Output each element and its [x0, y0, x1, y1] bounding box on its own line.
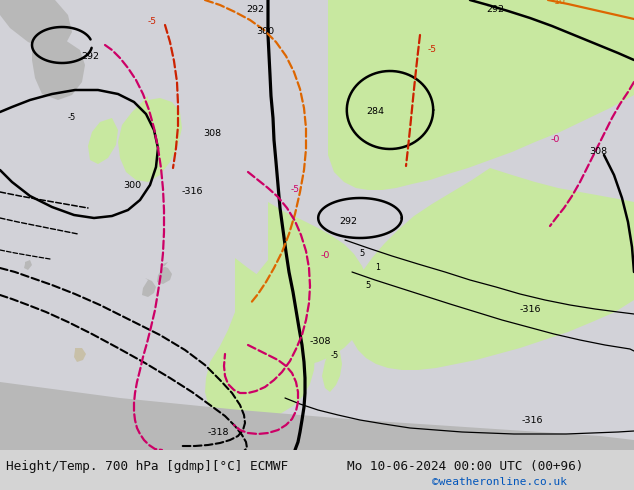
Polygon shape	[157, 262, 172, 284]
Text: 292: 292	[339, 218, 357, 226]
Polygon shape	[24, 260, 32, 270]
Polygon shape	[0, 0, 634, 450]
Text: Height/Temp. 700 hPa [gdmp][°C] ECMWF: Height/Temp. 700 hPa [gdmp][°C] ECMWF	[6, 460, 288, 472]
Text: -318: -318	[207, 427, 229, 437]
Text: 300: 300	[256, 27, 274, 36]
Text: -5: -5	[290, 186, 299, 195]
Text: -308: -308	[309, 338, 331, 346]
Text: -5: -5	[427, 46, 436, 54]
Text: -316: -316	[181, 188, 203, 196]
Text: 300: 300	[123, 180, 141, 190]
Text: -5: -5	[68, 114, 76, 122]
Text: -5: -5	[331, 350, 339, 360]
Text: -0: -0	[320, 250, 330, 260]
Polygon shape	[118, 96, 182, 182]
Text: 10: 10	[554, 0, 566, 6]
Text: 5: 5	[365, 281, 371, 291]
Text: -0: -0	[550, 136, 560, 145]
Text: 1: 1	[375, 264, 380, 272]
Text: 292: 292	[246, 5, 264, 15]
Polygon shape	[322, 335, 342, 392]
Text: 5: 5	[359, 249, 365, 259]
Text: 292: 292	[486, 5, 504, 15]
Polygon shape	[74, 348, 86, 362]
Text: 308: 308	[589, 147, 607, 156]
Polygon shape	[0, 382, 634, 450]
Polygon shape	[142, 278, 156, 297]
Text: 284: 284	[366, 107, 384, 117]
Polygon shape	[88, 118, 118, 164]
Polygon shape	[328, 0, 634, 190]
Text: ©weatheronline.co.uk: ©weatheronline.co.uk	[432, 477, 567, 487]
Polygon shape	[346, 168, 634, 370]
Text: Mo 10-06-2024 00:00 UTC (00+96): Mo 10-06-2024 00:00 UTC (00+96)	[347, 460, 584, 472]
Text: -316: -316	[521, 416, 543, 424]
Polygon shape	[205, 258, 315, 423]
Polygon shape	[235, 202, 370, 368]
Text: 292: 292	[81, 52, 99, 62]
Text: -316: -316	[519, 305, 541, 315]
Text: -5: -5	[148, 18, 157, 26]
Text: 308: 308	[203, 129, 221, 139]
Polygon shape	[0, 0, 72, 50]
Polygon shape	[32, 38, 85, 100]
